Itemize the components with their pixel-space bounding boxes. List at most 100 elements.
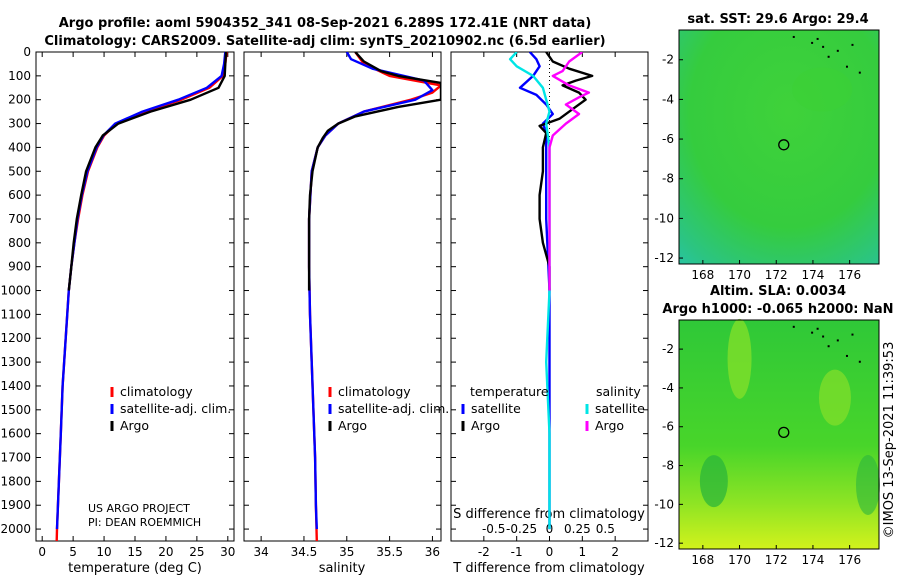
y-tick-label: 500 <box>8 164 31 178</box>
island-mark <box>836 339 839 342</box>
s-tick-label: -0.5 <box>482 522 505 536</box>
map-x-tick-label: 170 <box>728 268 751 282</box>
y-tick-label: 2000 <box>0 522 31 536</box>
legend-t-satellite-label: satellite <box>471 401 521 416</box>
island-mark <box>792 35 795 38</box>
map-x-tick-label: 172 <box>765 268 788 282</box>
map-y-tick-label: -12 <box>654 536 674 550</box>
island-mark <box>811 41 814 44</box>
series-line-argo <box>307 52 441 291</box>
legend-argo-label: Argo <box>338 418 367 433</box>
s-tick-label: -0.25 <box>506 522 537 536</box>
x-tick-label: 0 <box>38 545 46 559</box>
legend-title-salinity: salinity <box>596 384 641 399</box>
island-mark <box>816 37 819 40</box>
legend-satellite-adj-label: satellite-adj. clim. <box>120 401 231 416</box>
map-x-tick-label: 176 <box>838 268 861 282</box>
map-x-tick-label: 174 <box>801 268 824 282</box>
s-tick-label: 0.5 <box>596 522 615 536</box>
sla-map-subtitle: Argo h1000: -0.065 h2000: NaN <box>662 302 893 317</box>
map-x-tick-label: 168 <box>691 268 714 282</box>
y-tick-label: 1200 <box>0 331 31 345</box>
legend-s-argo-label: Argo <box>595 418 624 433</box>
sla-map-title: Altim. SLA: 0.0034 <box>710 284 846 299</box>
y-tick-label: 0 <box>23 45 31 59</box>
island-mark <box>792 325 795 328</box>
island-mark <box>827 345 830 348</box>
difference-panel: -2 -1 0 1 2 T difference from climatology -0.5… <box>450 51 649 576</box>
island-mark <box>827 55 830 58</box>
legend-climatology-label: climatology <box>120 384 193 399</box>
x-tick-label: -2 <box>478 545 490 559</box>
y-tick-label: 1600 <box>0 427 31 441</box>
x-tick-label: 30 <box>220 545 235 559</box>
y-tick-label: 800 <box>8 236 31 250</box>
map-y-tick-label: -12 <box>654 251 674 265</box>
y-tick-label: 1800 <box>0 474 31 488</box>
y-tick-label: 1000 <box>0 284 31 298</box>
y-tick-label: 1900 <box>0 498 31 512</box>
map-y-tick-label: -6 <box>662 420 674 434</box>
x-tick-label: 1 <box>579 545 587 559</box>
island-mark <box>845 354 848 357</box>
sla-anomaly-patch <box>855 454 880 515</box>
y-tick-label: 1700 <box>0 451 31 465</box>
map-y-tick-label: -10 <box>654 497 674 511</box>
y-tick-label: 400 <box>8 140 31 154</box>
x-axis-label: salinity <box>319 561 366 576</box>
island-mark <box>811 331 814 334</box>
x-tick-label: 0 <box>546 545 554 559</box>
island-mark <box>858 71 861 74</box>
plot-frame <box>35 51 235 542</box>
island-mark <box>851 333 854 336</box>
sla-map-panel: Altim. SLA: 0.0034 Argo h1000: -0.065 h20… <box>654 284 893 567</box>
island-mark <box>836 49 839 52</box>
y-tick-label: 200 <box>8 93 31 107</box>
map-x-tick-label: 172 <box>765 553 788 567</box>
difference-series-group <box>508 52 594 530</box>
y-tick-label: 900 <box>8 260 31 274</box>
island-mark <box>822 45 825 48</box>
legend-title-temperature: temperature <box>470 384 549 399</box>
y-tick-label: 300 <box>8 117 31 131</box>
x-tick-label: 2 <box>611 545 619 559</box>
y-tick-label: 1500 <box>0 403 31 417</box>
sst-map-panel: sat. SST: 29.6 Argo: 29.4 168 170 172 174 176… <box>654 12 880 282</box>
series-line-t-argo <box>538 52 594 291</box>
map-y-tick-label: -2 <box>662 53 674 67</box>
x-tick-label: 5 <box>69 545 77 559</box>
sst-map-title: sat. SST: 29.6 Argo: 29.4 <box>687 12 868 27</box>
x-tick-label: 36 <box>425 545 440 559</box>
y-tick-label: 600 <box>8 188 31 202</box>
legend-climatology-label: climatology <box>338 384 411 399</box>
map-y-tick-label: -8 <box>662 172 674 186</box>
figure-title-line1: Argo profile: aoml 5904352_341 08-Sep-20… <box>59 16 592 31</box>
y-tick-label: 1100 <box>0 307 31 321</box>
island-mark <box>858 360 861 363</box>
legend-satellite-adj-label: satellite-adj. clim. <box>338 401 449 416</box>
series-line-s-satellite <box>508 52 551 530</box>
legend-argo-label: Argo <box>120 418 149 433</box>
x-tick-label: 10 <box>96 545 111 559</box>
salinity-panel: 34 34.5 35 35.5 36 salinity climatology satelli… <box>243 51 449 576</box>
plot-frame <box>243 51 442 542</box>
project-credit: US ARGO PROJECT <box>88 502 190 515</box>
legend-t-argo-label: Argo <box>471 418 500 433</box>
series-line-argo <box>67 51 228 291</box>
sla-anomaly-patch <box>818 369 851 426</box>
y-tick-label: 700 <box>8 212 31 226</box>
sst-warm-patch <box>792 67 853 112</box>
sla-anomaly-patch <box>727 318 752 399</box>
x-axis-label-t: T difference from climatology <box>452 561 645 576</box>
argo-float-marker <box>778 139 790 151</box>
x-tick-label: 34 <box>253 545 268 559</box>
map-y-tick-label: -4 <box>662 381 674 395</box>
figure-title-line2: Climatology: CARS2009. Satellite-adj cli… <box>44 34 605 49</box>
map-y-tick-label: -6 <box>662 132 674 146</box>
map-x-tick-label: 168 <box>691 553 714 567</box>
x-axis-label: temperature (deg C) <box>68 561 202 576</box>
y-tick-label: 1300 <box>0 355 31 369</box>
x-tick-label: 25 <box>189 545 204 559</box>
legend-s-satellite-label: satellite <box>595 401 645 416</box>
